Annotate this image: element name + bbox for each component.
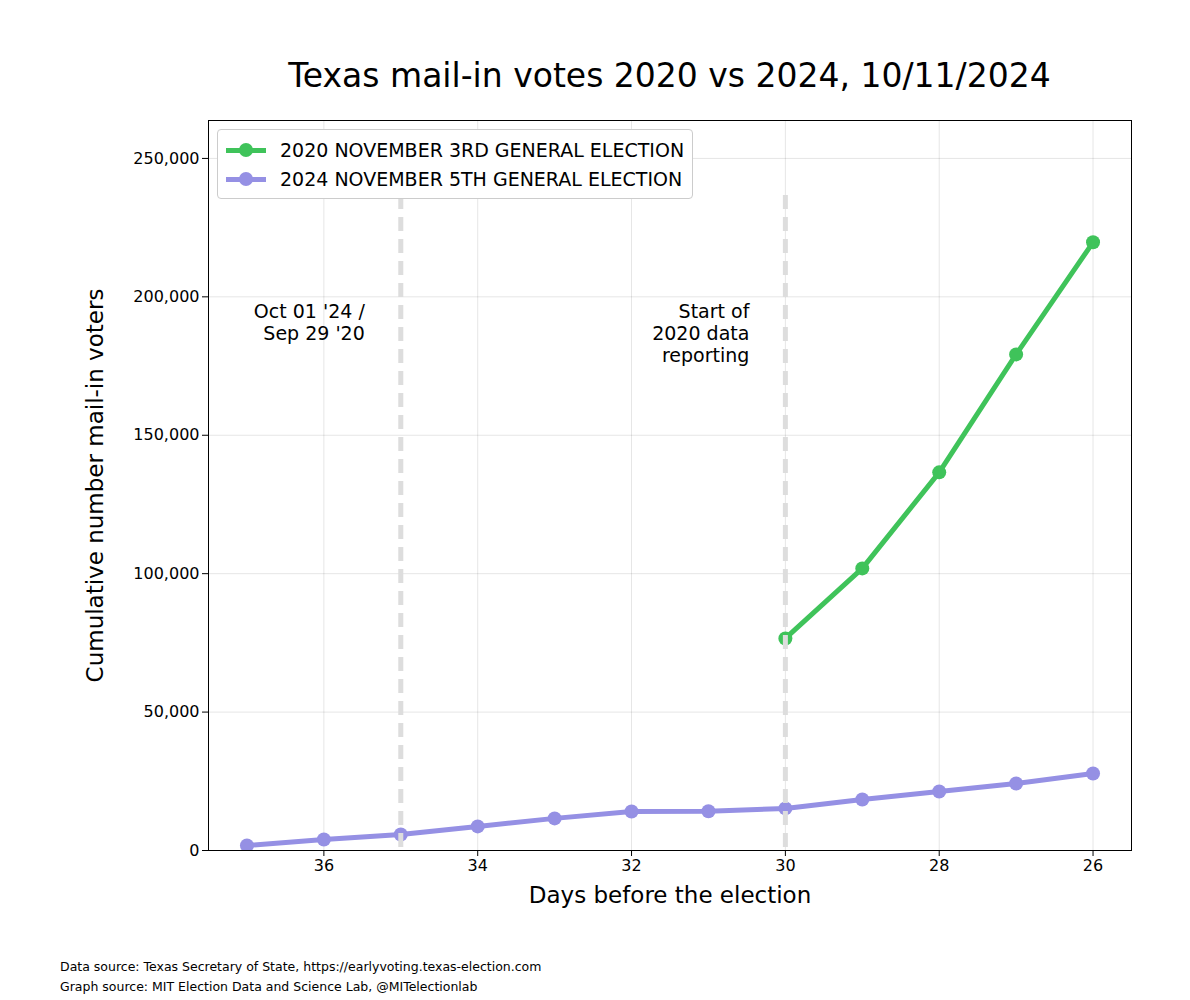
- svg-text:30: 30: [775, 856, 795, 875]
- svg-text:50,000: 50,000: [144, 702, 200, 721]
- svg-text:100,000: 100,000: [133, 564, 199, 583]
- svg-text:200,000: 200,000: [133, 287, 199, 306]
- svg-text:32: 32: [621, 856, 641, 875]
- svg-text:250,000: 250,000: [133, 149, 199, 168]
- html-text:Graph source: MIT Election Dat: Graph source: MIT Election Data and Scie…: [60, 979, 478, 994]
- svg-text:0: 0: [189, 841, 199, 860]
- svg-text:Days before the election: Days before the election: [529, 882, 812, 908]
- svg-text:28: 28: [929, 856, 949, 875]
- svg-text:34: 34: [468, 856, 488, 875]
- svg-text:150,000: 150,000: [133, 425, 199, 444]
- svg-text:Start of2020 datareporting: Start of2020 datareporting: [652, 300, 751, 366]
- html-text:2020 NOVEMBER 3RD GENERAL ELEC: 2020 NOVEMBER 3RD GENERAL ELECTION: [280, 138, 685, 161]
- svg-text:Cumulative number mail-in vote: Cumulative number mail-in voters: [82, 289, 108, 683]
- html-text:Texas mail-in votes 2020 vs 20: Texas mail-in votes 2020 vs 2024, 10/11/…: [288, 56, 1051, 95]
- html-text:Data source: Texas Secretary o: Data source: Texas Secretary of State, h…: [60, 959, 542, 974]
- svg-text:26: 26: [1083, 856, 1103, 875]
- svg-text:Oct 01 '24 /Sep 29 '20: Oct 01 '24 /Sep 29 '20: [254, 300, 366, 344]
- html-text:2024 NOVEMBER 5TH GENERAL ELEC: 2024 NOVEMBER 5TH GENERAL ELECTION: [280, 167, 683, 190]
- svg-text:36: 36: [314, 856, 334, 875]
